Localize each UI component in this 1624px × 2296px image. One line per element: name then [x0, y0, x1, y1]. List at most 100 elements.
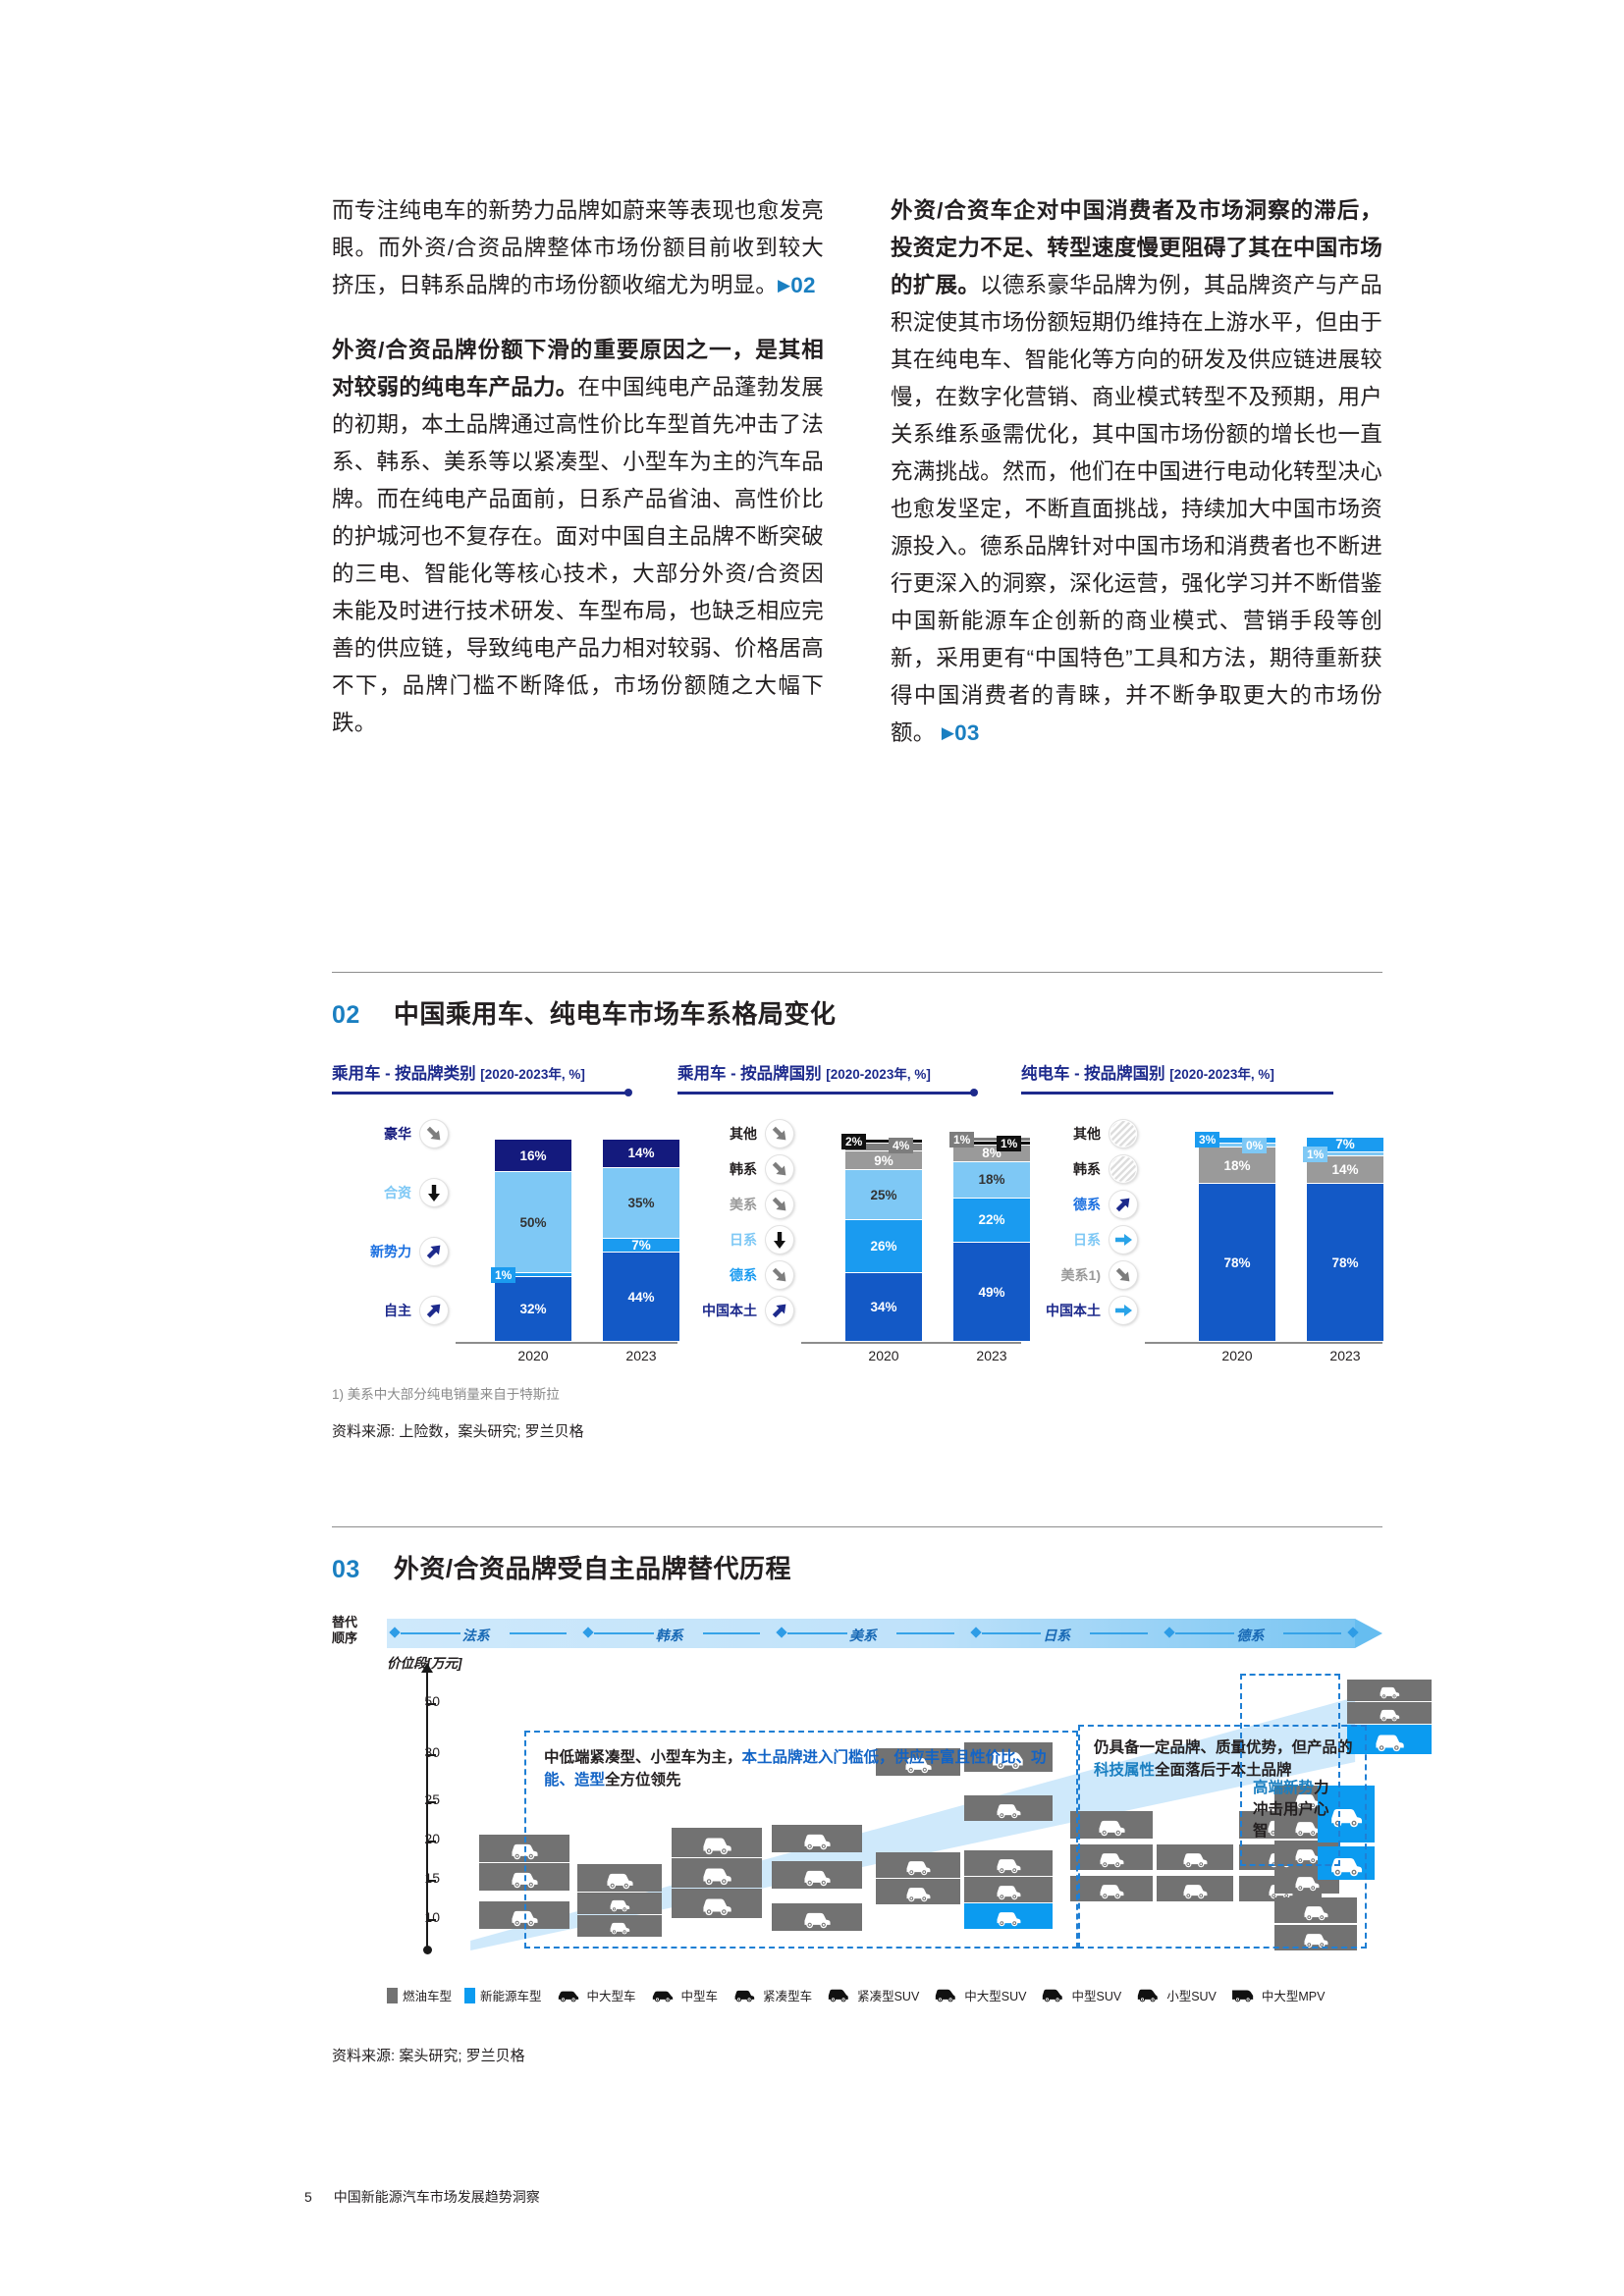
baseline: [456, 1342, 677, 1344]
figure-reference-label: 02: [790, 273, 816, 297]
ice-car-cell: [577, 1893, 662, 1914]
panel-1-legend: 豪华 合资 新势力 自主: [332, 1116, 448, 1363]
sequence-dash: [787, 1632, 847, 1634]
annotation-text-1: 中低端紧凑型、小型车为主，本土品牌进入门槛低，供应丰富且性价比、功能、造型全方位…: [544, 1749, 1047, 1789]
legend-label: 其他: [1073, 1126, 1101, 1142]
legend-item: 其他: [1021, 1120, 1137, 1148]
stacked-bar: 16% 50% 1% 32%: [491, 1140, 571, 1342]
paragraph-text: 以德系豪华品牌为例，其品牌资产与产品积淀使其市场份额短期仍维持在上游水平，但由于…: [891, 273, 1382, 745]
ice-car-cell: [964, 1850, 1053, 1876]
bar-callout: 1%: [491, 1267, 516, 1284]
y-tick-mark: [428, 1841, 436, 1842]
trend-down-right-icon: [766, 1120, 793, 1148]
y-tick-label: 30: [424, 1744, 440, 1760]
annotation-text-3: 高端新势力冲击用户心智: [1253, 1780, 1329, 1840]
ice-car-cell: [964, 1877, 1053, 1902]
ice-car-cell: [1070, 1844, 1153, 1870]
bar-segment: 34%: [845, 1272, 922, 1342]
body-text: 而专注纯电车的新势力品牌如蔚来等表现也愈发亮眼。而外资/合资品牌整体市场份额目前…: [332, 192, 1382, 779]
ice-car-cell: [672, 1889, 762, 1918]
ice-car-cell: [964, 1795, 1053, 1821]
legend-entry-label: 中大型车: [586, 1990, 636, 2003]
annotation-box-1: [524, 1731, 1078, 1949]
bar-segment: 9%: [845, 1151, 922, 1170]
large-suv-icon: [932, 1985, 959, 2005]
mid-suv-icon: [1039, 1985, 1066, 2005]
trend-down-icon: [766, 1226, 793, 1254]
bar-segment: 1%: [491, 1267, 571, 1284]
ice-car-cell: [1347, 1680, 1432, 1701]
bar-segment: 1%: [1303, 1146, 1383, 1162]
legend-entry-label: 紧凑型车: [763, 1990, 813, 2003]
exhibit-02: 02 中国乘用车、纯电车市场车系格局变化 乘用车 - 按品牌类别 [2020-2…: [332, 972, 1383, 1441]
stacked-bar: 7% 1% 14% 78%: [1303, 1137, 1383, 1342]
bar-segment: 1%: [953, 1136, 1030, 1152]
arrow-tip: [1355, 1619, 1382, 1648]
year-label: 2020: [1221, 1348, 1253, 1363]
exhibit-02-panels: 乘用车 - 按品牌类别 [2020-2023年, %] 豪华 合资 新势力 自主 16…: [332, 1060, 1383, 1363]
legend-label: 合资: [384, 1185, 411, 1201]
year-label: 2023: [625, 1348, 657, 1363]
paragraph-text: 而专注纯电车的新势力品牌如蔚来等表现也愈发亮眼。而外资/合资品牌整体市场份额目前…: [332, 198, 824, 297]
legend-label: 德系: [1073, 1197, 1101, 1212]
stacked-bar: 2% 4% 9% 25% 26% 34%: [841, 1134, 922, 1342]
ice-car-cell: [772, 1903, 862, 1931]
right-column: 外资/合资车企对中国消费者及市场洞察的滞后，投资定力不足、转型速度慢更阻碍了其在…: [891, 192, 1382, 779]
bar-segment: 18%: [953, 1161, 1030, 1199]
exhibit-03-header: 03 外资/合资品牌受自主品牌替代历程: [332, 1549, 1382, 1585]
legend-label: 中国本土: [1046, 1303, 1101, 1318]
trend-down-right-icon: [766, 1155, 793, 1183]
y-tick-mark: [428, 1754, 436, 1756]
y-axis: [421, 1663, 433, 1954]
legend-label: 其他: [730, 1126, 757, 1142]
figure-reference-02[interactable]: ▶02: [778, 273, 816, 297]
year-label: 2023: [1329, 1348, 1361, 1363]
paragraph-lead-bold: 外资/合资车企对中国消费者及市场洞察的滞后，投资定力不足、转型速度慢更阻碍了其在…: [891, 198, 1382, 297]
panel-1-bars: 16% 50% 1% 32% 2020 14% 35% 7% 44% 2023: [456, 1116, 679, 1363]
sequence-dash: [509, 1632, 568, 1634]
sequence-dash: [594, 1632, 654, 1634]
y-tick-mark: [428, 1703, 436, 1705]
panel-1-chart: 豪华 合资 新势力 自主 16% 50% 1% 32% 2020 14% 35% 7% 44% 2023: [332, 1116, 679, 1363]
legend-entry-label: 中大型MPV: [1261, 1990, 1326, 2003]
trend-hatch-icon: [1110, 1120, 1137, 1148]
legend-entry-label: 小型SUV: [1166, 1990, 1217, 2003]
bar-callout: 3%: [1195, 1132, 1220, 1148]
bar-segment: 18%: [1199, 1148, 1275, 1185]
sedan-large-icon: [555, 1985, 582, 2005]
bar-callout: 1%: [949, 1132, 975, 1148]
panel-3-bars: 3% 0% 18% 78% 2020 7% 1% 14% 78% 2023: [1145, 1116, 1383, 1363]
ice-car-cell: [772, 1825, 862, 1852]
footer-title: 中国新能源汽车市场发展趋势洞察: [333, 2189, 540, 2205]
baseline: [801, 1342, 1021, 1344]
paragraph-left-2: 外资/合资品牌份额下滑的重要原因之一，是其相对较弱的纯电车产品力。在中国纯电产品…: [332, 332, 824, 742]
legend-entry-label: 中型SUV: [1071, 1990, 1122, 2003]
ice-car-cell: [1070, 1876, 1153, 1901]
legend-entry: 紧凑型SUV: [825, 1985, 919, 2005]
legend-item: 德系: [1021, 1191, 1137, 1218]
sequence-item: 德系: [1236, 1628, 1265, 1643]
sequence-label: 替代 顺序: [332, 1615, 358, 1645]
triangle-icon: ▶: [941, 723, 955, 742]
trend-up-right-icon: [1110, 1191, 1137, 1218]
bar-segment: 16%: [495, 1140, 571, 1173]
figure-reference-03[interactable]: ▶03: [935, 721, 980, 745]
nev-car-cell: [964, 1903, 1053, 1929]
y-tick-label: 10: [424, 1909, 440, 1925]
legend-label: 日系: [730, 1232, 757, 1248]
y-tick-label: 50: [424, 1693, 440, 1709]
bar-segment: 78%: [1199, 1184, 1275, 1342]
exhibit-title: 外资/合资品牌受自主品牌替代历程: [393, 1554, 792, 1583]
panel-3-legend: 其他 韩系 德系 日系 美系1) 中国本土: [1021, 1116, 1137, 1363]
legend-entry: 新能源车型: [464, 1986, 542, 2004]
legend-entry: 小型SUV: [1134, 1985, 1217, 2005]
legend-label: 美系1): [1060, 1267, 1101, 1283]
paragraph-lead-bold: 外资/合资品牌份额下滑的重要原因之一，是其相对较弱的纯电车产品力。: [332, 338, 824, 400]
bar-segment: 14%: [603, 1140, 679, 1168]
ice-car-cell: [876, 1879, 960, 1904]
exhibit-02-footnote: 1) 美系中大部分纯电销量来自于特斯拉: [332, 1387, 560, 1402]
legend-item: 美系1): [1021, 1261, 1137, 1289]
bar-segment: 44%: [603, 1253, 679, 1342]
year-label: 2023: [976, 1348, 1007, 1363]
